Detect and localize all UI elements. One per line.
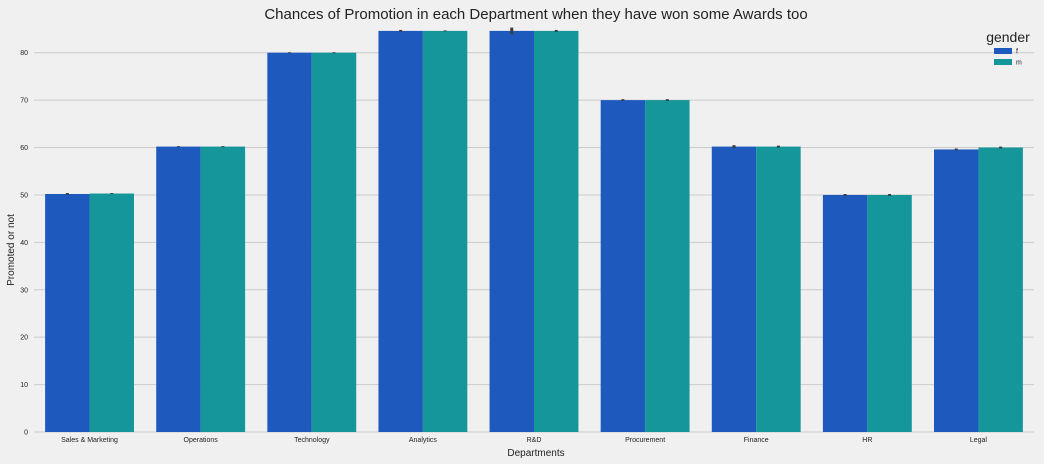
bar-f [822,194,868,432]
bar-f [934,149,979,432]
bar-f [600,100,646,432]
y-tick-label: 10 [20,382,28,389]
bar-f [378,30,423,432]
y-tick-label: 40 [20,240,28,247]
bar-m [200,146,246,432]
y-tick-label: 80 [20,50,28,57]
bars [45,30,1023,433]
y-tick-label: 30 [20,287,28,294]
y-axis-label: Promoted or not [6,214,17,286]
legend: gender fm [986,29,1030,67]
bar-m [645,100,690,432]
chart-title: Chances of Promotion in each Department … [264,6,807,23]
bar-f [267,52,312,433]
legend-title: gender [986,29,1030,45]
y-tick-label: 50 [20,192,28,199]
bar-m [311,52,357,433]
y-axis: 0 10 20 30 40 50 60 70 80 [20,50,28,436]
x-tick-label: Technology [294,437,330,444]
x-tick-label: Sales & Marketing [61,437,118,444]
x-tick-label: Legal [970,437,988,444]
x-tick-label: R&D [527,437,542,444]
x-tick-label: Procurement [625,437,665,444]
bar-m [89,193,134,432]
bar-f [489,30,534,432]
bar-m [756,146,801,432]
x-axis: Sales & Marketing Operations Technology Ana… [61,437,987,444]
x-axis-label: Departments [507,448,564,459]
legend-label-m: m [1016,60,1022,67]
bar-m [867,194,912,432]
x-tick-label: HR [862,437,872,444]
bar-m [534,30,579,432]
error-bars [65,27,1003,196]
y-tick-label: 70 [20,98,28,105]
y-tick-label: 60 [20,145,28,152]
bar-f [711,146,757,432]
x-tick-label: Analytics [409,437,438,444]
bar-f [156,146,201,432]
bar-m [422,30,468,432]
bar-f [45,193,90,432]
legend-swatch-f [994,48,1012,54]
y-tick-label: 0 [24,430,28,437]
x-tick-label: Operations [184,437,219,444]
legend-swatch-m [994,59,1012,65]
legend-label-f: f [1016,49,1018,56]
x-tick-label: Finance [744,437,769,444]
bar-m [978,147,1023,432]
y-tick-label: 20 [20,335,28,342]
